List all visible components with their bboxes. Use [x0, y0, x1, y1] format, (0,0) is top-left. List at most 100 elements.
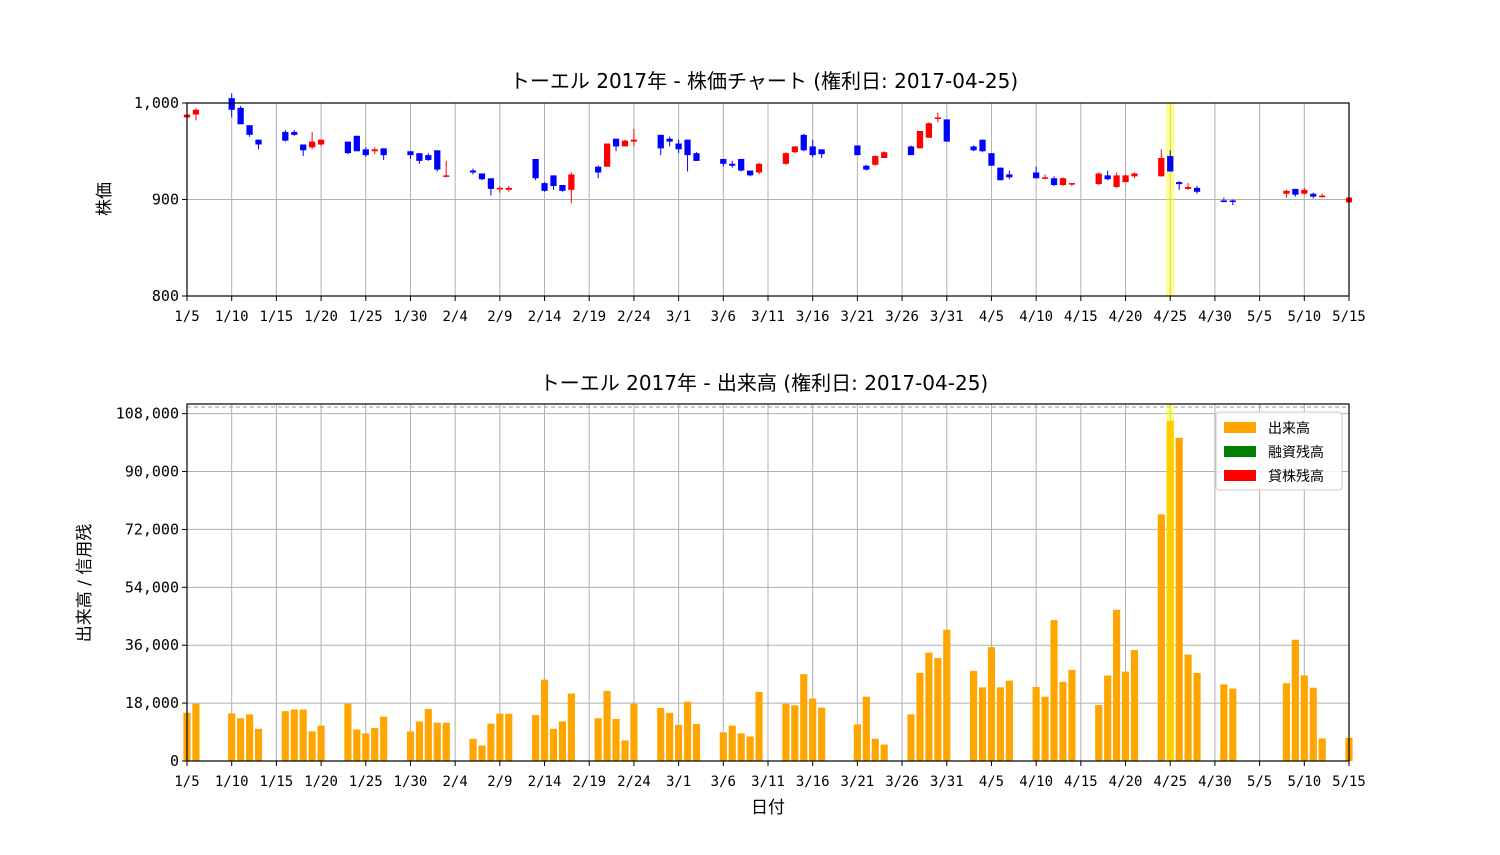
candle-body	[1113, 175, 1120, 187]
candle-body	[1229, 200, 1236, 202]
candle-body	[943, 119, 950, 142]
candle-body	[729, 163, 736, 166]
volume-bar	[245, 714, 254, 761]
volume-bar	[1059, 681, 1067, 761]
price-x-tick-label: 2/9	[487, 309, 512, 325]
volume-bar	[1095, 705, 1103, 761]
price-candle	[237, 105, 244, 125]
volume-gridlines	[186, 404, 1350, 762]
candle-body	[478, 173, 486, 180]
candle-body	[1033, 172, 1040, 179]
price-candle	[818, 149, 825, 159]
price-candle	[1301, 187, 1308, 195]
price-x-tick-label: 3/21	[841, 309, 875, 325]
volume-x-tick-label: 4/20	[1109, 774, 1143, 790]
candle-body	[237, 107, 244, 125]
volume-x-tick-label: 1/25	[349, 774, 383, 790]
legend-item: 融資残高	[1224, 444, 1324, 461]
price-x-tick-label: 5/5	[1247, 309, 1272, 325]
candle-body	[1068, 183, 1076, 185]
volume-bar	[978, 687, 987, 761]
legend-swatch	[1224, 446, 1256, 457]
volume-bar	[1068, 669, 1076, 761]
price-candle	[362, 147, 369, 158]
price-candle	[1050, 176, 1058, 186]
candle-body	[443, 175, 450, 177]
price-x-tick-label: 2/19	[572, 309, 606, 325]
candle-body	[228, 98, 235, 110]
candle-body	[979, 139, 986, 152]
candle-body	[469, 170, 477, 173]
candle-body	[720, 158, 727, 164]
candle-body	[1292, 188, 1299, 195]
price-candle	[1033, 166, 1040, 179]
price-candle	[603, 143, 611, 167]
volume-bar	[1282, 683, 1291, 761]
candle-body	[1041, 177, 1049, 179]
price-candle	[1006, 170, 1013, 180]
price-candle	[568, 172, 575, 204]
volume-rights-date-highlight	[1166, 404, 1175, 761]
candle-body	[1319, 195, 1326, 198]
price-candle	[353, 135, 360, 152]
candle-body	[612, 138, 620, 147]
volume-x-tick-label: 5/15	[1332, 774, 1366, 790]
volume-bar	[987, 647, 996, 761]
volume-bar	[558, 721, 566, 761]
candle-body	[505, 187, 512, 190]
price-candle	[282, 130, 289, 142]
volume-bar	[818, 707, 826, 761]
candle-body	[818, 149, 825, 155]
price-candle	[1068, 183, 1076, 186]
price-candle	[720, 158, 727, 167]
volume-y-tick-label: 18,000	[125, 694, 179, 712]
volume-bar	[254, 728, 263, 761]
volume-bar	[594, 718, 602, 761]
candle-body	[1220, 200, 1227, 202]
volume-y-tick-label: 0	[170, 752, 179, 770]
price-x-tick-label: 1/25	[349, 309, 383, 325]
volume-y-tick-label: 72,000	[125, 520, 179, 538]
price-candle	[925, 122, 933, 138]
candle-body	[291, 131, 298, 135]
volume-bar	[1318, 738, 1326, 761]
price-x-tick-label: 4/15	[1064, 309, 1098, 325]
volume-bar	[549, 728, 558, 761]
price-x-tick-label: 4/25	[1153, 309, 1187, 325]
volume-highlight-band	[1166, 404, 1175, 761]
price-candle	[1310, 192, 1317, 199]
price-x-tick-label: 3/16	[796, 309, 830, 325]
price-candle	[371, 147, 378, 155]
price-candle	[228, 93, 235, 118]
volume-y-axis-label: 出来高 / 信用残	[75, 524, 95, 643]
price-x-tick-label: 1/20	[304, 309, 338, 325]
volume-bar	[1121, 671, 1130, 761]
candle-body	[496, 187, 503, 190]
price-chart: トーエル 2017年 - 株価チャート (権利日: 2017-04-25) 株価…	[95, 69, 1366, 325]
volume-x-tick-label: 1/15	[260, 774, 294, 790]
candle-body	[746, 170, 754, 176]
volume-bar	[907, 714, 915, 761]
volume-bar	[237, 718, 245, 761]
candle-body	[1283, 190, 1290, 194]
candle-body	[988, 153, 995, 166]
price-candle	[416, 153, 423, 164]
candle-body	[550, 175, 557, 186]
price-candle	[532, 158, 539, 181]
candle-body	[1193, 187, 1201, 192]
price-candle	[854, 145, 861, 156]
volume-bar	[1184, 654, 1192, 761]
price-candle	[1131, 172, 1138, 179]
volume-bar	[192, 703, 200, 761]
price-x-tick-label: 3/11	[751, 309, 785, 325]
price-candle	[1283, 189, 1290, 198]
price-candle	[881, 151, 888, 159]
price-x-ticks: 1/5 1/10 1/15 1/20 1/25 1/30 2/4 2/9 2/14 2/19 2/2…	[174, 296, 1366, 325]
candle-body	[1104, 175, 1111, 180]
price-candle	[541, 182, 548, 192]
candle-body	[425, 155, 432, 160]
price-candle	[1167, 150, 1174, 172]
price-candle	[612, 138, 620, 152]
price-candle	[979, 139, 986, 153]
candle-body	[782, 153, 790, 164]
